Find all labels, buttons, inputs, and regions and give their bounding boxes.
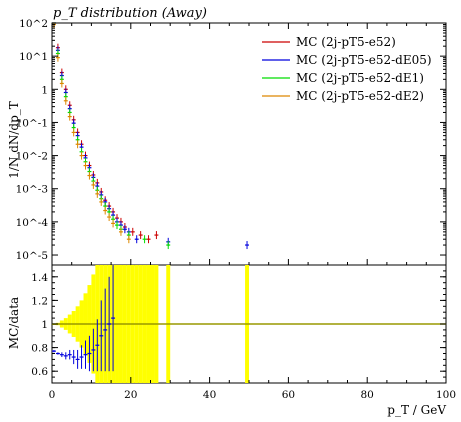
x-tick-label: 40 <box>203 389 216 401</box>
x-tick-label: 60 <box>282 389 295 401</box>
ratio-tick-label: 1.2 <box>31 295 48 307</box>
upper-tick-label: 10^-3 <box>16 184 48 196</box>
upper-tick-label: 10^1 <box>19 51 48 63</box>
ratio-tick-label: 0.6 <box>31 366 48 378</box>
upper-tick-label: 10^-4 <box>16 217 49 229</box>
upper-y-axis-label: 1/N dN/dp_T <box>7 101 21 179</box>
ratio-y-axis-label: MC/data <box>7 297 21 349</box>
series-1 <box>52 22 249 250</box>
x-tick-label: 20 <box>124 389 137 401</box>
x-axis-label: p_T / GeV <box>387 403 446 417</box>
ratio-panel: 0.6 0.8 1 1.2 1.4 <box>31 264 447 384</box>
upper-panel: 10^-5 10^-4 10^-3 10^-2 10^-1 1 10^1 10^2 <box>16 18 447 266</box>
x-tick-label: 100 <box>436 389 456 401</box>
chart-title: p_T distribution (Away) <box>53 6 207 21</box>
x-tick-label: 80 <box>361 389 374 401</box>
upper-tick-label: 1 <box>41 84 48 96</box>
upper-tick-label: 10^2 <box>19 18 48 30</box>
legend-entry: MC (2j-pT5-e52-dE1) <box>296 71 424 85</box>
x-tick-label: 0 <box>49 389 56 401</box>
legend: MC (2j-pT5-e52) MC (2j-pT5-e52-dE05) MC (2… <box>262 35 432 103</box>
x-axis: 0 20 40 60 80 100 <box>49 23 456 401</box>
upper-tick-label: 10^-5 <box>16 250 48 262</box>
legend-entry: MC (2j-pT5-e52-dE05) <box>296 53 432 67</box>
legend-entry: MC (2j-pT5-e52) <box>296 35 396 49</box>
upper-tick-label: 10^-2 <box>16 151 48 163</box>
ratio-tick-label: 1.4 <box>31 272 48 284</box>
legend-entry: MC (2j-pT5-e52-dE2) <box>296 89 424 103</box>
ratio-tick-label: 0.8 <box>31 343 48 355</box>
upper-tick-label: 10^-1 <box>16 117 48 129</box>
series-3 <box>52 23 131 244</box>
ratio-tick-label: 1 <box>41 319 48 331</box>
